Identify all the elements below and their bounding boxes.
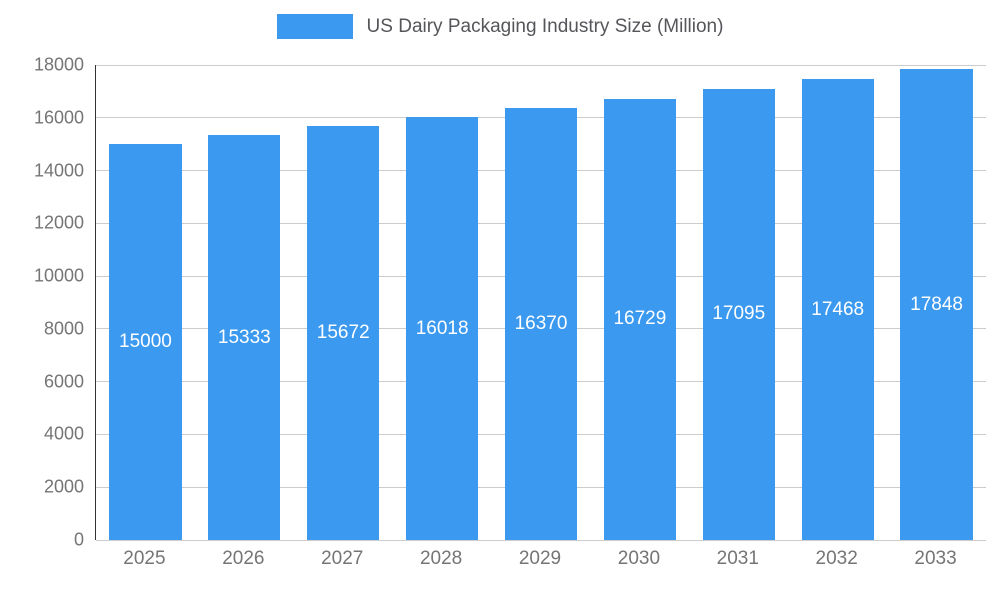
bar-value-label: 17468 <box>811 298 865 320</box>
y-tick-label: 18000 <box>33 54 84 75</box>
bar-slot: 15000 <box>96 65 195 540</box>
bar-2031: 17095 <box>702 88 775 540</box>
bar-2025: 15000 <box>109 144 182 540</box>
y-tick-label: 0 <box>73 529 84 550</box>
bar-2029: 16370 <box>504 108 578 540</box>
bar-2026: 15333 <box>208 135 281 540</box>
x-tick-label: 2030 <box>617 548 661 569</box>
bars-layer: 15000 15333 15672 16018 16370 16729 17095 17468… <box>96 65 986 540</box>
bar-value-label: 17848 <box>910 293 963 315</box>
bar-value-label: 17095 <box>712 303 766 325</box>
y-tick-label: 10000 <box>33 265 84 286</box>
y-tick-label: 4000 <box>43 423 84 444</box>
y-tick-label: 14000 <box>33 160 84 181</box>
y-tick-label: 6000 <box>43 371 84 392</box>
x-tick-label: 2028 <box>419 548 463 569</box>
y-tick-label: 2000 <box>43 476 84 497</box>
bar-slot: 16729 <box>590 65 689 540</box>
chart-legend: US Dairy Packaging Industry Size (Millio… <box>0 14 1000 39</box>
bar-slot: 16018 <box>393 65 492 540</box>
x-axis-labels: 2025 2026 2027 2028 2029 2030 2031 2032 2033 <box>95 548 985 570</box>
chart-title: US Dairy Packaging Industry Size (Millio… <box>366 15 724 37</box>
x-tick-label: 2031 <box>716 548 759 569</box>
bar-slot: 15333 <box>195 65 294 540</box>
x-tick-label: 2026 <box>222 548 265 569</box>
bar-slot: 16370 <box>492 65 591 540</box>
x-tick-label: 2027 <box>321 548 364 569</box>
bar-2033: 17848 <box>900 69 973 540</box>
x-tick-label: 2032 <box>815 548 858 569</box>
x-tick-label: 2025 <box>123 548 166 569</box>
bar-slot: 15672 <box>294 65 393 540</box>
y-tick-label: 8000 <box>43 318 84 339</box>
bar-value-label: 16018 <box>415 317 469 339</box>
gridline <box>96 64 986 66</box>
bar-value-label: 15333 <box>217 326 271 348</box>
gridline <box>96 539 986 541</box>
bar-value-label: 15000 <box>119 331 172 353</box>
bar-value-label: 16370 <box>514 313 568 334</box>
x-tick-label: 2033 <box>914 548 957 569</box>
bar-2030: 16729 <box>603 98 676 540</box>
bar-2027: 15672 <box>307 126 380 540</box>
bar-2032: 17468 <box>801 79 874 540</box>
bar-slot: 17468 <box>788 65 887 540</box>
x-tick-label: 2029 <box>518 548 562 569</box>
bar-value-label: 15672 <box>316 322 370 344</box>
y-tick-label: 12000 <box>33 212 84 233</box>
bar-slot: 17848 <box>887 65 986 540</box>
y-tick-label: 16000 <box>33 107 84 128</box>
bar-2028: 16018 <box>406 117 479 540</box>
bar-value-label: 16729 <box>613 308 667 330</box>
plot-area: 0 2000 4000 6000 8000 10000 12000 14000 16000 180… <box>34 55 986 550</box>
bar-slot: 17095 <box>689 65 788 540</box>
legend-swatch <box>276 14 353 39</box>
